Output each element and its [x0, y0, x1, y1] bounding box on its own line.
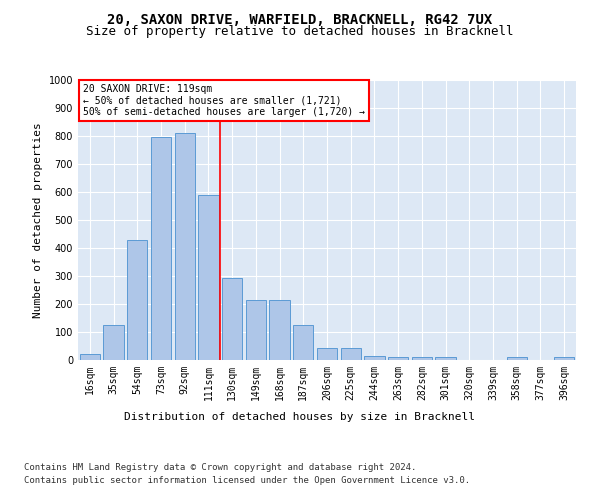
Y-axis label: Number of detached properties: Number of detached properties — [33, 122, 43, 318]
Bar — [199, 195, 218, 360]
Text: Contains public sector information licensed under the Open Government Licence v3: Contains public sector information licen… — [24, 476, 470, 485]
Bar — [436, 357, 455, 360]
Bar — [554, 357, 574, 360]
Text: Contains HM Land Registry data © Crown copyright and database right 2024.: Contains HM Land Registry data © Crown c… — [24, 462, 416, 471]
Text: Distribution of detached houses by size in Bracknell: Distribution of detached houses by size … — [125, 412, 476, 422]
Bar — [293, 325, 313, 360]
Bar — [103, 325, 124, 360]
Bar — [388, 356, 408, 360]
Text: Size of property relative to detached houses in Bracknell: Size of property relative to detached ho… — [86, 25, 514, 38]
Text: 20 SAXON DRIVE: 119sqm
← 50% of detached houses are smaller (1,721)
50% of semi-: 20 SAXON DRIVE: 119sqm ← 50% of detached… — [83, 84, 365, 117]
Text: 20, SAXON DRIVE, WARFIELD, BRACKNELL, RG42 7UX: 20, SAXON DRIVE, WARFIELD, BRACKNELL, RG… — [107, 12, 493, 26]
Bar — [127, 240, 148, 360]
Bar — [364, 356, 385, 360]
Bar — [151, 138, 171, 360]
Bar — [80, 354, 100, 360]
Bar — [222, 278, 242, 360]
Bar — [341, 348, 361, 360]
Bar — [412, 357, 432, 360]
Bar — [246, 300, 266, 360]
Bar — [506, 357, 527, 360]
Bar — [175, 133, 195, 360]
Bar — [317, 348, 337, 360]
Bar — [269, 300, 290, 360]
